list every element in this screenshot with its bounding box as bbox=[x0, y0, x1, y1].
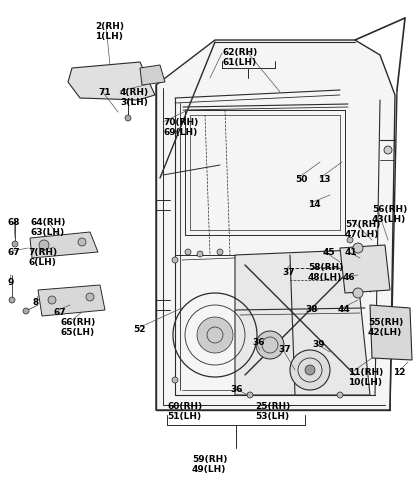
Text: 14: 14 bbox=[308, 200, 321, 209]
Text: 36: 36 bbox=[252, 338, 264, 347]
Text: 70(RH): 70(RH) bbox=[163, 118, 198, 127]
Circle shape bbox=[172, 377, 178, 383]
Text: 61(LH): 61(LH) bbox=[222, 58, 256, 67]
Text: 13: 13 bbox=[318, 175, 331, 184]
Circle shape bbox=[256, 331, 284, 359]
Text: 36: 36 bbox=[230, 385, 243, 394]
Circle shape bbox=[86, 293, 94, 301]
Text: 6(LH): 6(LH) bbox=[28, 258, 56, 267]
Text: 55(RH): 55(RH) bbox=[368, 318, 403, 327]
Polygon shape bbox=[140, 65, 165, 85]
Text: 58(RH): 58(RH) bbox=[308, 263, 343, 272]
Text: 37: 37 bbox=[282, 268, 295, 277]
Circle shape bbox=[12, 241, 18, 247]
Circle shape bbox=[9, 297, 15, 303]
Text: 60(RH): 60(RH) bbox=[167, 402, 202, 411]
Text: 62(RH): 62(RH) bbox=[222, 48, 257, 57]
Circle shape bbox=[347, 237, 353, 243]
Text: 11(RH): 11(RH) bbox=[348, 368, 383, 377]
Circle shape bbox=[78, 238, 86, 246]
Circle shape bbox=[305, 365, 315, 375]
Text: 67: 67 bbox=[7, 248, 20, 257]
Text: 66(RH): 66(RH) bbox=[60, 318, 95, 327]
Text: 25(RH): 25(RH) bbox=[255, 402, 290, 411]
Text: 68: 68 bbox=[7, 218, 20, 227]
Text: 65(LH): 65(LH) bbox=[60, 328, 94, 337]
Text: 46: 46 bbox=[343, 273, 356, 282]
Polygon shape bbox=[156, 40, 395, 410]
Text: 2(RH): 2(RH) bbox=[95, 22, 124, 31]
Text: 12: 12 bbox=[393, 368, 406, 377]
Text: 48(LH): 48(LH) bbox=[308, 273, 342, 282]
Circle shape bbox=[290, 350, 330, 390]
Text: 52: 52 bbox=[133, 325, 145, 334]
Text: 44: 44 bbox=[338, 305, 351, 314]
Circle shape bbox=[197, 251, 203, 257]
Text: 67: 67 bbox=[53, 308, 66, 317]
Text: 47(LH): 47(LH) bbox=[345, 230, 379, 239]
Text: 50: 50 bbox=[295, 175, 308, 184]
Text: 37: 37 bbox=[278, 345, 291, 354]
Circle shape bbox=[48, 296, 56, 304]
Text: 63(LH): 63(LH) bbox=[30, 228, 64, 237]
Text: 3(LH): 3(LH) bbox=[120, 98, 148, 107]
Polygon shape bbox=[235, 250, 370, 395]
Text: 10(LH): 10(LH) bbox=[348, 378, 382, 387]
Circle shape bbox=[185, 249, 191, 255]
Polygon shape bbox=[340, 245, 390, 293]
Text: 38: 38 bbox=[305, 305, 318, 314]
Text: 45: 45 bbox=[323, 248, 336, 257]
Text: 41: 41 bbox=[345, 248, 358, 257]
Text: 64(RH): 64(RH) bbox=[30, 218, 65, 227]
Text: 59(RH): 59(RH) bbox=[192, 455, 228, 464]
Circle shape bbox=[23, 308, 29, 314]
Text: 8: 8 bbox=[32, 298, 38, 307]
Text: 7(RH): 7(RH) bbox=[28, 248, 57, 257]
Text: 49(LH): 49(LH) bbox=[192, 465, 226, 474]
Polygon shape bbox=[38, 285, 105, 316]
Text: 1(LH): 1(LH) bbox=[95, 32, 123, 41]
Text: 57(RH): 57(RH) bbox=[345, 220, 380, 229]
Circle shape bbox=[217, 249, 223, 255]
Text: 42(LH): 42(LH) bbox=[368, 328, 402, 337]
Circle shape bbox=[125, 115, 131, 121]
Text: 9: 9 bbox=[7, 278, 13, 287]
Text: 43(LH): 43(LH) bbox=[372, 215, 406, 224]
Text: 53(LH): 53(LH) bbox=[255, 412, 289, 421]
Circle shape bbox=[247, 392, 253, 398]
Polygon shape bbox=[370, 305, 412, 360]
Text: 39: 39 bbox=[312, 340, 325, 349]
Circle shape bbox=[353, 243, 363, 253]
Circle shape bbox=[172, 257, 178, 263]
Text: 56(RH): 56(RH) bbox=[372, 205, 407, 214]
Text: 71: 71 bbox=[98, 88, 111, 97]
Text: 4(RH): 4(RH) bbox=[120, 88, 149, 97]
Polygon shape bbox=[68, 62, 155, 100]
Circle shape bbox=[384, 146, 392, 154]
Circle shape bbox=[39, 240, 49, 250]
Text: 69(LH): 69(LH) bbox=[163, 128, 197, 137]
Circle shape bbox=[197, 317, 233, 353]
Text: 51(LH): 51(LH) bbox=[167, 412, 201, 421]
Circle shape bbox=[353, 288, 363, 298]
Polygon shape bbox=[30, 232, 98, 258]
Circle shape bbox=[337, 392, 343, 398]
